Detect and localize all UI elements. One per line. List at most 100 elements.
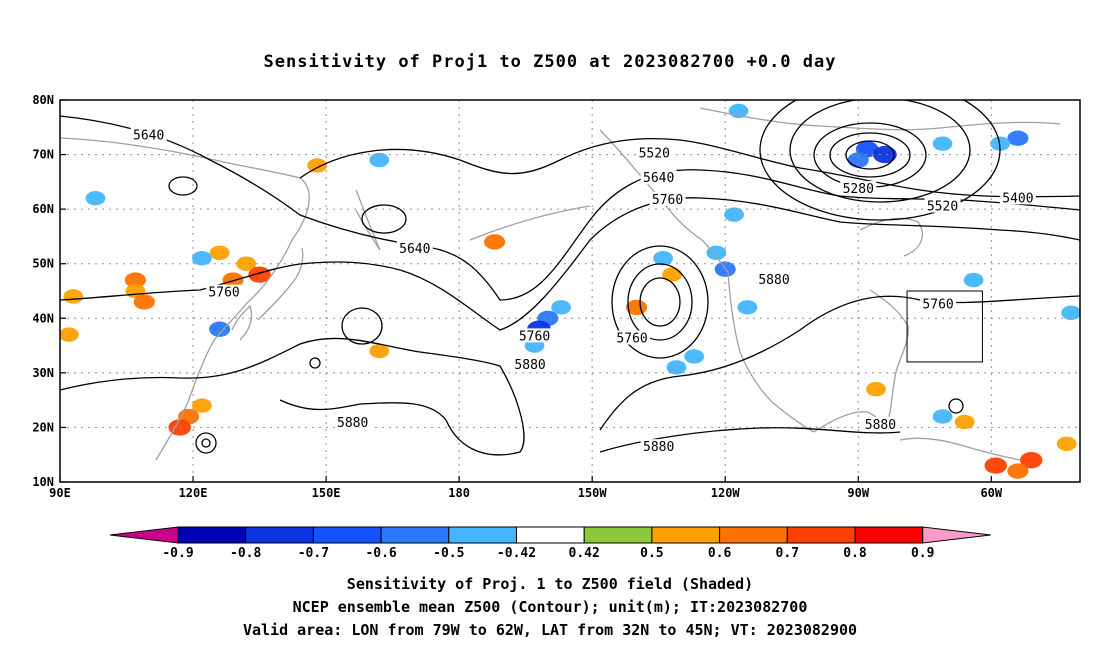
colorbar-tick-label: 0.9 [911, 546, 934, 561]
caption-line-1: Sensitivity of Proj. 1 to Z500 field (Sh… [347, 575, 753, 593]
contour-label: 5760 [616, 332, 647, 347]
sensitivity-patch [963, 272, 984, 288]
sensitivity-patch [133, 294, 155, 310]
contour-label: 5760 [652, 193, 683, 208]
contour-5880-east [599, 295, 1080, 431]
colorbar-tick-label: 0.7 [776, 546, 799, 561]
caption-line-2: NCEP ensemble mean Z500 (Contour); unit(… [293, 598, 808, 616]
colorbar-swatch [448, 526, 517, 544]
sensitivity-patch [236, 256, 257, 271]
contour-label-bg [636, 145, 673, 160]
lon-tick-label: 180 [448, 486, 470, 500]
map-plot-area: 5640 5520 5640 5760 5280 5520 5400 5640 5760 5760… [59, 99, 1081, 483]
colorbar-tick-label: -0.9 [162, 546, 193, 561]
colorbar-tick-label: 0.42 [569, 546, 600, 561]
contour-label-bg [130, 127, 167, 142]
lat-tick-label: 30N [32, 366, 54, 380]
contour-label-bg [206, 284, 243, 299]
sensitivity-patch [1061, 305, 1080, 321]
contour-label-bg [614, 330, 651, 345]
contour-label: 5760 [922, 298, 953, 313]
contour-label-layer: 5640 5520 5640 5760 5280 5520 5400 5640 5760 5760… [130, 127, 1036, 455]
contour-label-bg [334, 415, 371, 430]
sensitivity-patch [684, 349, 705, 364]
plot-frame [59, 99, 1081, 483]
coastline-alaska [599, 129, 729, 273]
colorbar [109, 526, 991, 544]
contour-typhoon-2 [201, 438, 211, 448]
contour-small-high [309, 357, 321, 369]
colorbar-swatch [380, 526, 450, 544]
contour-label: 5640 [133, 129, 164, 144]
colorbar-tick-label: 0.5 [640, 546, 663, 561]
sensitivity-patch [369, 152, 390, 168]
sensitivity-patch [737, 300, 758, 315]
contour-label: 5640 [399, 242, 430, 257]
sensitivity-patch [124, 272, 146, 288]
colorbar-tick-label: -0.5 [433, 546, 464, 561]
sensitivity-patch [666, 360, 687, 375]
colorbar-swatch [516, 526, 585, 544]
colorbar-swatch [177, 526, 247, 544]
contour-low-arctic-5 [759, 100, 1001, 221]
coastline-japan [257, 247, 304, 321]
colorbar-tick-label: 0.8 [843, 546, 867, 561]
colorbar-low-triangle [109, 526, 179, 544]
lon-tick-label: 150E [312, 486, 341, 500]
sensitivity-patch [932, 136, 953, 151]
contour-label-bg [999, 190, 1036, 205]
contour-label: 5280 [843, 182, 874, 197]
contour-label-bg [396, 241, 433, 256]
colorbar-swatch [583, 526, 653, 544]
contour-label-bg [756, 272, 792, 287]
lat-tick-label: 80N [32, 93, 54, 107]
coastline-korea [231, 304, 253, 341]
contour-label-bg [649, 191, 686, 206]
contour-low-arctic-1 [829, 132, 911, 178]
latitude-axis: 80N 70N 60N 50N 40N 30N 20N 10N [32, 93, 66, 489]
contour-label: 5760 [208, 286, 239, 301]
contour-label: 5880 [337, 416, 368, 431]
contour-label-bg [862, 416, 899, 431]
contour-label-bg [840, 181, 877, 196]
colorbar-swatch [651, 526, 721, 544]
lon-tick-label: 150W [578, 486, 608, 500]
sensitivity-patch [369, 343, 390, 359]
contour-5760 [60, 197, 1080, 331]
longitude-axis: 90E 120E 150E 180 150W 120W 90W 60W [49, 476, 1003, 500]
colorbar-labels: -0.9 -0.8 -0.7 -0.6 -0.5 -0.42 0.42 0.5 0.6 0.7 0.… [162, 546, 934, 561]
lon-tick-label: 60W [980, 486, 1002, 500]
coastline-caribbean [899, 437, 1021, 461]
colorbar-tick-label: -0.6 [365, 546, 396, 561]
sensitivity-patch [847, 152, 869, 168]
colorbar-tick-label: 0.6 [708, 546, 732, 561]
sensitivity-patch [1007, 463, 1029, 479]
lon-tick-label: 120E [179, 486, 208, 500]
sensitivity-patch [60, 327, 79, 342]
contour-label: 5640 [643, 171, 674, 186]
contour-label-bg [640, 439, 677, 454]
colorbar-high-triangle [922, 526, 991, 544]
figure-title: Sensitivity of Proj1 to Z500 at 20230827… [264, 52, 837, 72]
colorbar-swatch [854, 526, 924, 544]
contour-low-pacific-3 [611, 245, 709, 359]
colorbar-swatch [786, 526, 856, 544]
contour-low-siberia [168, 176, 198, 196]
contour-label-bg [512, 356, 549, 371]
sensitivity-patch [1019, 452, 1043, 469]
sensitivity-patch [984, 457, 1007, 474]
sensitivity-patch [872, 145, 897, 164]
coastline-hudson [859, 217, 923, 257]
sensitivity-patch [222, 272, 244, 288]
colorbar-swatch [245, 526, 314, 544]
lat-tick-label: 10N [32, 475, 54, 489]
coastline-aleutians [469, 205, 591, 241]
coastline-na-west [727, 271, 815, 433]
contour-low-sakha [361, 204, 407, 234]
z500-contour-layer [60, 100, 1080, 456]
valid-area-box [906, 290, 983, 363]
contour-label: 5880 [643, 440, 674, 455]
colorbar-swatch [312, 526, 382, 544]
sensitivity-patch [706, 245, 727, 260]
